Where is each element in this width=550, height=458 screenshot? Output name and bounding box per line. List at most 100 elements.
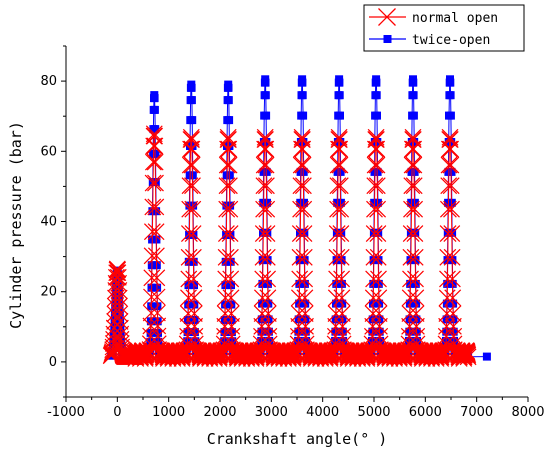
data-point-normal-open xyxy=(220,177,238,195)
x-tick-label: 6000 xyxy=(409,405,442,420)
data-point-normal-open xyxy=(255,156,273,174)
data-point-normal-open xyxy=(438,289,456,307)
data-point-normal-open xyxy=(329,200,347,218)
data-point-normal-open xyxy=(179,305,197,323)
data-point-normal-open xyxy=(333,289,351,307)
data-point-normal-open xyxy=(143,223,161,241)
data-point-normal-open xyxy=(253,317,271,335)
y-tick-label: 20 xyxy=(40,285,57,300)
data-point-normal-open xyxy=(442,140,460,158)
data-point-twice-open xyxy=(262,111,271,120)
data-point-twice-open xyxy=(150,94,159,103)
data-point-twice-open xyxy=(262,138,271,146)
data-point-normal-open xyxy=(255,200,273,218)
x-tick-label: 5000 xyxy=(357,405,390,420)
data-point-normal-open xyxy=(440,156,458,174)
axes: -1000 0 1000 2000 3000 4000 5000 6000 7000 8000 0 2… xyxy=(40,45,545,420)
data-point-twice-open xyxy=(410,138,419,146)
data-point-normal-open xyxy=(444,289,462,307)
plot-area xyxy=(102,75,491,367)
data-point-twice-open xyxy=(225,116,234,125)
data-point-normal-open xyxy=(181,177,199,195)
data-point-normal-open xyxy=(147,174,164,192)
data-point-twice-open xyxy=(373,167,382,176)
data-point-normal-open xyxy=(257,177,275,195)
data-point-normal-open xyxy=(218,156,236,174)
data-point-normal-open xyxy=(110,274,128,292)
data-point-twice-open xyxy=(225,142,234,150)
data-point-normal-open xyxy=(459,345,476,363)
data-point-normal-open xyxy=(291,270,309,288)
series-markers-normal xyxy=(102,125,477,367)
data-point-normal-open xyxy=(184,200,202,218)
data-point-normal-open xyxy=(258,200,276,218)
data-point-normal-open xyxy=(254,248,272,266)
data-point-normal-open xyxy=(407,270,424,288)
data-point-normal-open xyxy=(185,270,203,288)
data-point-normal-open xyxy=(333,305,351,323)
data-point-twice-open xyxy=(298,91,307,100)
y-tick-label: 40 xyxy=(40,215,57,230)
data-point-normal-open xyxy=(143,247,161,265)
data-point-normal-open xyxy=(254,225,272,243)
data-point-normal-open xyxy=(442,177,460,195)
data-point-normal-open xyxy=(180,248,198,266)
data-point-normal-open xyxy=(439,270,456,288)
data-point-normal-open xyxy=(181,156,199,174)
data-point-twice-open xyxy=(224,83,233,92)
data-point-normal-open xyxy=(370,305,388,323)
legend-marker-normal-open xyxy=(378,8,396,26)
data-point-normal-open xyxy=(223,327,241,345)
data-point-normal-open xyxy=(220,140,238,158)
data-point-normal-open xyxy=(364,289,382,307)
data-point-normal-open xyxy=(216,289,234,307)
data-point-normal-open xyxy=(295,225,313,243)
data-point-normal-open xyxy=(370,289,388,307)
data-point-normal-open xyxy=(366,177,384,195)
data-point-twice-open xyxy=(150,105,159,114)
data-point-normal-open xyxy=(292,156,310,174)
data-point-normal-open xyxy=(183,156,201,174)
data-point-normal-open xyxy=(443,270,461,288)
data-point-normal-open xyxy=(290,317,308,335)
data-point-normal-open xyxy=(401,289,419,307)
data-point-normal-open xyxy=(333,270,351,288)
x-axis-title: Crankshaft angle(° ) xyxy=(207,430,388,448)
data-point-normal-open xyxy=(405,156,423,174)
data-point-normal-open xyxy=(402,248,420,266)
data-point-normal-open xyxy=(222,305,240,323)
data-point-normal-open xyxy=(366,156,384,174)
data-point-normal-open xyxy=(255,177,273,195)
data-point-normal-open xyxy=(368,177,386,195)
data-point-normal-open xyxy=(364,317,382,335)
data-point-normal-open xyxy=(186,327,204,345)
legend-label-twice-open: twice-open xyxy=(412,33,490,48)
data-point-normal-open xyxy=(405,140,423,158)
data-point-normal-open xyxy=(106,297,124,315)
data-point-normal-open xyxy=(442,156,460,174)
data-point-normal-open xyxy=(445,327,463,345)
data-point-normal-open xyxy=(334,327,352,345)
legend-entry-twice-open: twice-open xyxy=(369,33,490,48)
data-point-normal-open xyxy=(295,200,313,218)
data-point-normal-open xyxy=(403,177,421,195)
data-point-normal-open xyxy=(407,289,425,307)
data-point-normal-open xyxy=(402,225,420,243)
data-point-normal-open xyxy=(221,200,239,218)
data-point-normal-open xyxy=(365,270,383,288)
data-point-normal-open xyxy=(220,156,238,174)
data-point-normal-open xyxy=(181,200,199,218)
data-point-normal-open xyxy=(259,289,277,307)
data-point-twice-open xyxy=(335,91,344,100)
data-point-normal-open xyxy=(144,153,162,171)
data-point-normal-open xyxy=(216,305,234,323)
data-point-twice-open xyxy=(409,78,418,87)
data-point-normal-open xyxy=(366,200,383,218)
data-point-normal-open xyxy=(328,225,346,243)
data-point-normal-open xyxy=(405,177,423,195)
data-point-normal-open xyxy=(222,289,240,307)
data-point-normal-open xyxy=(406,225,424,243)
data-point-normal-open xyxy=(218,200,236,218)
y-tick-label: 60 xyxy=(40,144,57,159)
y-axis-title: Cylinder pressure (bar) xyxy=(7,121,25,329)
